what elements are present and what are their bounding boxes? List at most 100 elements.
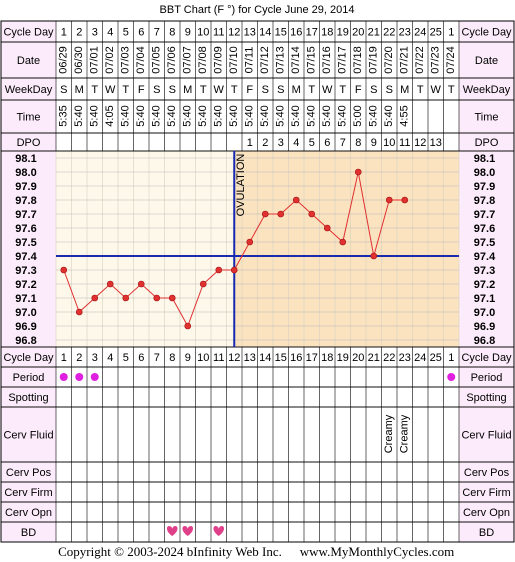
- label-cell: [1, 100, 56, 133]
- label-cell: [459, 21, 514, 42]
- chart-title: BBT Chart (F °) for Cycle June 29, 2014: [160, 4, 355, 16]
- cycle-day: 11: [213, 352, 224, 364]
- label-cell: [1, 482, 56, 502]
- weekday: T: [122, 84, 129, 96]
- y-tick-label: 97.4: [15, 251, 37, 263]
- time-label: 5:40: [337, 105, 349, 126]
- dpo: 4: [293, 137, 299, 149]
- time-label: 5:40: [244, 105, 256, 126]
- cerv-fluid: Creamy: [399, 414, 411, 453]
- date-label: 07/18: [352, 46, 364, 74]
- label-cell: [459, 482, 514, 502]
- time-label: 5:40: [368, 105, 380, 126]
- date-label: 07/10: [228, 46, 240, 74]
- y-tick-label: 97.7: [15, 209, 36, 221]
- date-label: 07/09: [213, 46, 225, 74]
- cycle-day: 16: [290, 352, 302, 364]
- cycle-day: 19: [337, 26, 349, 38]
- date-label: 07/08: [197, 46, 209, 74]
- dpo: 9: [371, 137, 377, 149]
- copyright: Copyright © 2003-2024 bInfinity Web Inc.: [58, 544, 282, 559]
- date-label: 07/23: [430, 46, 442, 74]
- temperature-point: [91, 294, 99, 302]
- label-cell: [459, 387, 514, 407]
- weekday: T: [231, 84, 238, 96]
- label-cell: [459, 78, 514, 100]
- bd-heart: [213, 526, 225, 536]
- temperature-point: [385, 196, 393, 204]
- weekday: S: [370, 84, 377, 96]
- weekday: T: [448, 84, 455, 96]
- cycle-day: 18: [321, 26, 333, 38]
- time-label: 5:35: [58, 105, 70, 126]
- time-label: 5:40: [321, 105, 333, 126]
- y-tick-label: 96.8: [15, 335, 36, 347]
- cycle-day: 6: [138, 26, 144, 38]
- time-label: 5:40: [383, 105, 395, 126]
- weekday: S: [386, 84, 393, 96]
- cycle-day: 21: [368, 26, 380, 38]
- cycle-day: 25: [430, 26, 442, 38]
- cycle-day: 16: [290, 26, 302, 38]
- y-tick-label: 98.1: [15, 153, 36, 165]
- weekday: F: [355, 84, 362, 96]
- date-label: 07/20: [383, 46, 395, 74]
- date-label: 07/19: [368, 46, 380, 74]
- cycle-day: 3: [92, 352, 98, 364]
- cycle-day: 12: [228, 26, 240, 38]
- label-cell: [1, 133, 56, 151]
- period-dot: [59, 373, 68, 381]
- row-label: Time: [474, 111, 498, 123]
- y-tick-label: 97.5: [15, 237, 36, 249]
- y-tick-label: 97.8: [474, 195, 495, 207]
- cycle-day: 17: [306, 352, 318, 364]
- date-label: 07/04: [135, 46, 147, 74]
- y-tick-label: 98.0: [15, 167, 36, 179]
- row-label: Cycle Day: [461, 26, 512, 38]
- label-cell: [459, 502, 514, 522]
- weekday: S: [153, 84, 160, 96]
- cycle-day: 6: [138, 352, 144, 364]
- cycle-day: 9: [185, 26, 191, 38]
- y-tick-label: 97.1: [474, 293, 495, 305]
- y-tick-label: 97.4: [474, 251, 496, 263]
- dpo: 6: [324, 137, 330, 149]
- date-label: 07/21: [399, 46, 411, 74]
- row-label: DPO: [17, 137, 41, 149]
- bd-heart: [182, 526, 194, 536]
- row-label: Date: [17, 55, 40, 67]
- y-tick-label: 98.1: [474, 153, 495, 165]
- temperature-point: [370, 252, 378, 260]
- cycle-day: 1: [61, 26, 67, 38]
- temperature-point: [230, 266, 238, 274]
- date-label: 07/03: [120, 46, 132, 74]
- label-cell: [1, 522, 56, 542]
- weekday: M: [400, 84, 409, 96]
- row-label: Period: [471, 372, 503, 384]
- temperature-point: [215, 266, 223, 274]
- temperature-point: [292, 196, 300, 204]
- weekday: M: [292, 84, 301, 96]
- cycle-day: 8: [169, 26, 175, 38]
- temperature-point: [199, 280, 207, 288]
- time-label: 5:40: [89, 105, 101, 126]
- y-tick-label: 97.2: [15, 279, 36, 291]
- period-dot: [447, 373, 456, 381]
- weekday: T: [308, 84, 315, 96]
- temperature-point: [401, 196, 409, 204]
- dpo: 5: [309, 137, 315, 149]
- date-label: 07/16: [321, 46, 333, 74]
- cycle-day: 2: [76, 352, 82, 364]
- cycle-day: 21: [368, 352, 380, 364]
- period-dot: [90, 373, 99, 381]
- cycle-day: 1: [61, 352, 67, 364]
- cycle-day: 14: [259, 26, 271, 38]
- dpo: 7: [340, 137, 346, 149]
- date-label: 07/15: [306, 46, 318, 74]
- label-cell: [1, 42, 56, 78]
- label-cell: [459, 522, 514, 542]
- row-label: Cycle Day: [3, 26, 54, 38]
- cycle-day: 12: [228, 352, 240, 364]
- cycle-day: 7: [154, 26, 160, 38]
